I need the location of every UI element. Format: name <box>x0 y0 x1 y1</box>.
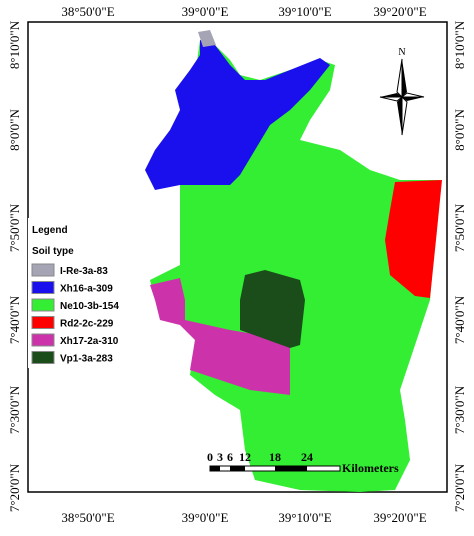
legend-title: Legend <box>32 225 68 236</box>
right-coord: 8°0'0"N <box>452 109 467 151</box>
legend-swatch <box>31 351 55 364</box>
left-coord: 7°30'0"N <box>7 385 22 434</box>
legend-label: Rd2-2c-229 <box>60 319 114 330</box>
legend-label: Ne10-3b-154 <box>60 301 119 312</box>
legend-label: Xh17-2a-310 <box>60 336 119 347</box>
top-coord: 39°20'0"E <box>373 4 426 19</box>
scale-unit: Kilometers <box>342 461 399 475</box>
scale-tick: 6 <box>227 450 233 464</box>
right-coord: 7°30'0"N <box>452 385 467 434</box>
legend-label: Vp1-3a-283 <box>60 354 113 365</box>
legend-swatch <box>31 263 55 277</box>
legend-swatch <box>31 298 55 312</box>
left-coord: 8°10'0"N <box>7 20 22 69</box>
legend-label: Xh16-a-309 <box>60 284 113 295</box>
right-coord: 7°50'0"N <box>452 203 467 252</box>
blue-area <box>145 40 330 190</box>
legend-swatch <box>31 316 55 329</box>
grey-area <box>198 30 216 47</box>
scale-tick: 3 <box>217 450 223 464</box>
left-coord: 8°0'0"N <box>7 109 22 151</box>
right-coord: 8°10'0"N <box>452 20 467 69</box>
legend-swatch <box>31 333 55 347</box>
right-coord: 7°20'0"N <box>452 463 467 512</box>
scale-tick: 12 <box>239 450 251 464</box>
red-area <box>385 180 442 298</box>
bottom-coord: 39°0'0"E <box>182 510 229 525</box>
legend-label: I-Re-3a-83 <box>60 266 108 277</box>
north-label: N <box>398 47 405 58</box>
bottom-coord: 38°50'0"E <box>61 510 114 525</box>
scale-tick: 18 <box>269 450 281 464</box>
darkgreen-area <box>240 270 305 348</box>
left-coord: 7°50'0"N <box>7 203 22 252</box>
top-coord: 39°0'0"E <box>182 4 229 19</box>
bottom-coord: 39°10'0"E <box>278 510 331 525</box>
scale-bar <box>209 465 341 472</box>
legend-swatch <box>31 281 55 294</box>
right-coord: 7°40'0"N <box>452 295 467 344</box>
top-coord: 38°50'0"E <box>61 4 114 19</box>
top-coord: 39°10'0"E <box>278 4 331 19</box>
bottom-coord: 39°20'0"E <box>373 510 426 525</box>
scale-tick: 24 <box>301 450 313 464</box>
north-arrow: N <box>379 47 425 136</box>
scale-tick: 0 <box>207 450 213 464</box>
magenta-area <box>150 278 290 395</box>
legend-subtitle: Soil type <box>32 246 74 257</box>
left-coord: 7°20'0"N <box>7 463 22 512</box>
left-coord: 7°40'0"N <box>7 295 22 344</box>
